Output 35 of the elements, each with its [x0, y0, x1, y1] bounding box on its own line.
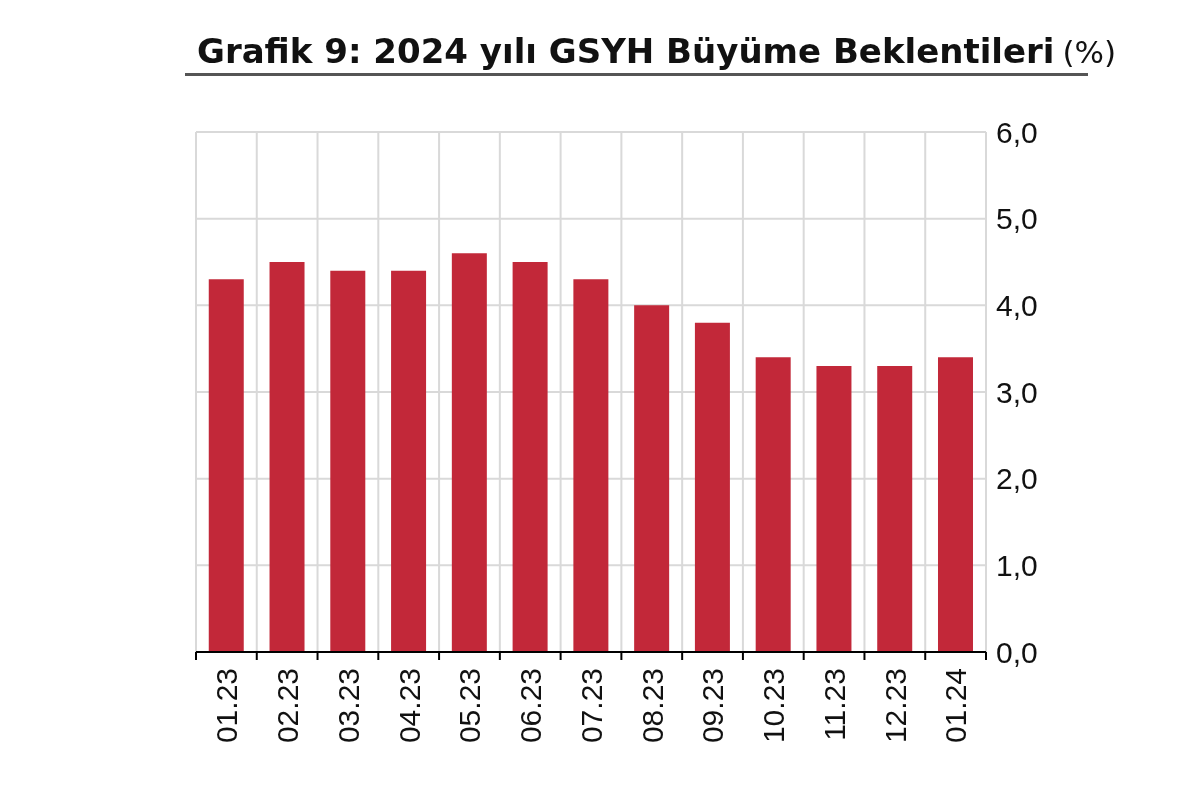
- bar: [634, 305, 670, 652]
- bar: [512, 262, 548, 652]
- bar: [877, 366, 913, 652]
- x-tick-label: 01.23: [210, 668, 244, 744]
- x-tick-label: 04.23: [392, 668, 426, 744]
- y-tick-label: 0,0: [996, 635, 1038, 669]
- bar: [573, 279, 609, 652]
- x-tick-label: 10.23: [757, 668, 791, 744]
- x-tick-label: 03.23: [331, 668, 365, 744]
- x-tick-label: 09.23: [696, 668, 730, 744]
- x-tick-label: 02.23: [270, 668, 304, 744]
- y-axis-title: (%): [1062, 34, 1117, 70]
- y-tick-label: 4,0: [996, 288, 1038, 322]
- x-tick-label: 06.23: [514, 668, 548, 744]
- y-tick-label: 6,0: [996, 115, 1038, 149]
- bar: [937, 357, 973, 652]
- x-tick-label: 08.23: [635, 668, 669, 744]
- y-tick-label: 5,0: [996, 202, 1038, 236]
- x-tick-label: 07.23: [574, 668, 608, 744]
- bar: [391, 270, 427, 652]
- x-tick-label: 11.23: [817, 668, 851, 741]
- y-tick-label: 3,0: [996, 375, 1038, 409]
- y-tick-label: 2,0: [996, 462, 1038, 496]
- x-tick-label: 12.23: [878, 668, 912, 744]
- y-tick-label: 1,0: [996, 548, 1038, 582]
- chart-title: Grafik 9: 2024 yılı GSYH Büyüme Beklentileri: [197, 31, 1055, 71]
- bar: [269, 262, 305, 652]
- x-tick-label: 01.24: [939, 668, 973, 744]
- bar: [694, 322, 730, 652]
- x-tick-label: 05.23: [453, 668, 487, 744]
- bar: [451, 253, 487, 652]
- bar: [330, 270, 366, 652]
- bar: [208, 279, 244, 652]
- bar: [816, 366, 852, 652]
- bar: [755, 357, 791, 652]
